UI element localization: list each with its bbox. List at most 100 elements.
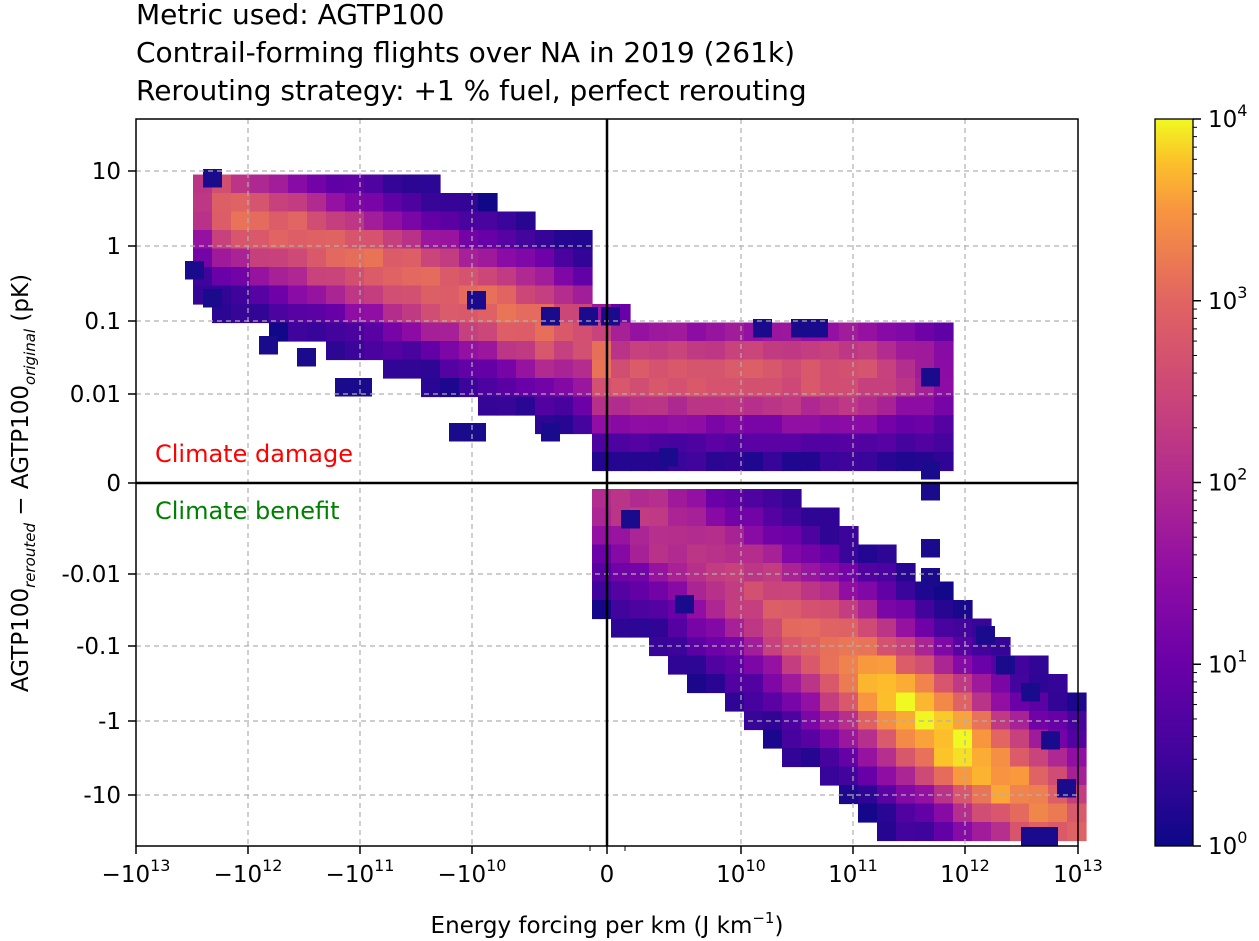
y-tick-label: -0.1 xyxy=(76,634,121,660)
heatmap-cell xyxy=(877,544,897,564)
heatmap-cell xyxy=(668,563,688,583)
heatmap-cell xyxy=(706,341,726,361)
heatmap-cell xyxy=(725,341,745,361)
heatmap-cell xyxy=(326,193,346,213)
heatmap-cell xyxy=(858,803,878,823)
heatmap-cell xyxy=(345,341,365,361)
heatmap-cell xyxy=(345,193,365,213)
heatmap-cell xyxy=(858,581,878,601)
heatmap-cell xyxy=(820,748,840,768)
heatmap-cell xyxy=(877,433,897,453)
heatmap-cell xyxy=(991,803,1011,823)
heatmap-cell xyxy=(307,267,327,287)
heatmap-cell xyxy=(554,359,574,379)
heatmap-cell xyxy=(782,396,802,416)
heatmap-cell xyxy=(611,359,631,379)
heatmap-cell xyxy=(820,526,840,546)
heatmap-cell xyxy=(991,766,1011,786)
heatmap-cell xyxy=(896,563,916,583)
heatmap-cell xyxy=(193,193,213,213)
heatmap-cell xyxy=(497,248,517,268)
heatmap-cell xyxy=(1067,692,1087,712)
heatmap-cell xyxy=(497,304,517,324)
heatmap-cell xyxy=(402,193,422,213)
y-tick-label: 10 xyxy=(92,159,121,185)
heatmap-cell xyxy=(782,433,802,453)
heatmap-cell xyxy=(212,211,232,231)
heatmap-cell xyxy=(744,452,764,472)
heatmap-cell xyxy=(972,729,992,749)
heatmap-cell xyxy=(383,304,403,324)
heatmap-cell xyxy=(934,766,954,786)
heatmap-cell xyxy=(402,285,422,305)
heatmap-cell xyxy=(991,822,1011,842)
colorbar-tick-label: 102 xyxy=(1208,465,1247,497)
heatmap-cell xyxy=(185,261,204,280)
heatmap-cell xyxy=(573,322,593,342)
heatmap-cell xyxy=(687,415,707,435)
heatmap-cell xyxy=(288,211,308,231)
heatmap-cell xyxy=(307,285,327,305)
heatmap-cell xyxy=(307,193,327,213)
heatmap-cell xyxy=(269,230,289,250)
heatmap-cell xyxy=(478,378,498,398)
heatmap-cell xyxy=(744,341,764,361)
heatmap-cell xyxy=(953,600,973,620)
heatmap-cell xyxy=(763,729,783,749)
heatmap-cell xyxy=(554,230,574,250)
heatmap-cell xyxy=(782,544,802,564)
heatmap-cell xyxy=(630,618,650,638)
heatmap-cell xyxy=(1067,729,1087,749)
heatmap-cell xyxy=(668,378,688,398)
x-axis-label: Energy forcing per km (J km−1) xyxy=(431,909,784,939)
heatmap-cell xyxy=(972,803,992,823)
heatmap-cell xyxy=(782,618,802,638)
heatmap-cell xyxy=(820,766,840,786)
heatmap-cell xyxy=(353,378,372,397)
heatmap-cell xyxy=(782,526,802,546)
heatmap-cell xyxy=(820,563,840,583)
colorbar-gradient xyxy=(1154,118,1194,847)
heatmap-cell xyxy=(839,600,859,620)
heatmap-cell xyxy=(839,655,859,675)
heatmap-cell xyxy=(231,230,251,250)
heatmap-cell xyxy=(706,655,726,675)
heatmap-cell xyxy=(440,267,460,287)
heatmap-cell xyxy=(839,563,859,583)
heatmap-cell xyxy=(383,322,403,342)
heatmap-cell xyxy=(991,674,1011,694)
heatmap-cell xyxy=(364,322,384,342)
heatmap-cell xyxy=(449,423,468,442)
heatmap-cell xyxy=(896,748,916,768)
heatmap-cell xyxy=(858,341,878,361)
heatmap-cell xyxy=(801,655,821,675)
heatmap-cell xyxy=(858,544,878,564)
heatmap-cell xyxy=(706,600,726,620)
heatmap-cell xyxy=(326,285,346,305)
heatmap-cell xyxy=(725,489,745,509)
heatmap-cell xyxy=(649,544,669,564)
x-tick-label: 1010 xyxy=(716,856,766,888)
heatmap-cell xyxy=(212,267,232,287)
heatmap-cell xyxy=(744,581,764,601)
heatmap-cell xyxy=(706,359,726,379)
heatmap-cell xyxy=(934,674,954,694)
heatmap-cell xyxy=(839,618,859,638)
y-tick-label: 1 xyxy=(106,234,121,260)
heatmap-cell xyxy=(630,433,650,453)
heatmap-cell xyxy=(725,526,745,546)
heatmap-cell xyxy=(820,396,840,416)
heatmap-cell xyxy=(953,637,973,657)
heatmap-cell xyxy=(820,655,840,675)
x-tick-label: −1010 xyxy=(438,856,507,888)
heatmap-cell xyxy=(478,211,498,231)
heatmap-cell xyxy=(820,341,840,361)
heatmap-cell xyxy=(706,526,726,546)
heatmap-cell xyxy=(801,452,821,472)
heatmap-cell xyxy=(687,507,707,527)
heatmap-cell xyxy=(763,359,783,379)
heatmap-cell xyxy=(402,304,422,324)
heatmap-cell xyxy=(541,307,560,326)
heatmap-cell xyxy=(611,452,631,472)
heatmap-cell xyxy=(896,452,916,472)
